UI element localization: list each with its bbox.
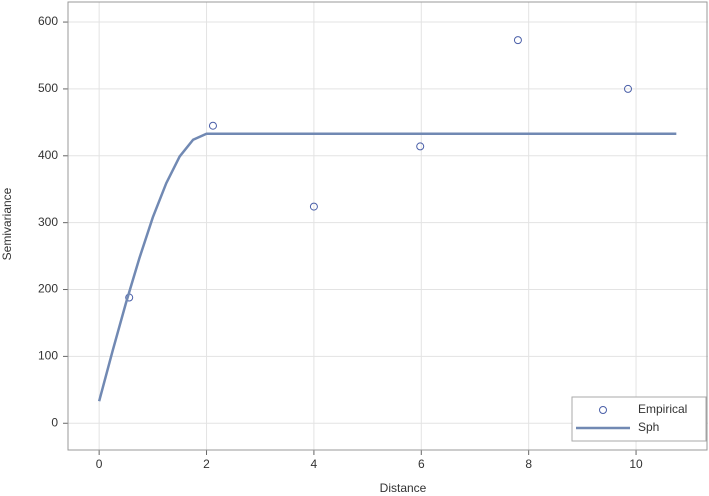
x-tick-label: 8 [525, 457, 532, 471]
x-tick-label: 10 [629, 457, 643, 471]
legend-label: Sph [638, 420, 659, 434]
point [624, 84, 632, 93]
x-axis-label: Distance [380, 481, 427, 495]
y-tick-label: 0 [51, 415, 58, 429]
model-line [97, 132, 677, 402]
point [309, 202, 318, 211]
legend-label: Empirical [638, 402, 687, 416]
y-tick-label: 100 [38, 349, 58, 363]
x-tick-label: 6 [418, 457, 425, 471]
plot-frame [67, 1, 708, 451]
legend-box [571, 396, 707, 442]
x-tick-label: 4 [311, 457, 318, 471]
y-tick-label: 300 [38, 215, 58, 229]
legend-symbol [599, 406, 607, 414]
y-axis-label: Semivariance [0, 187, 14, 260]
point [416, 142, 425, 151]
point [513, 36, 522, 45]
y-tick-label: 200 [38, 282, 58, 296]
x-tick-label: 0 [96, 457, 103, 471]
y-tick-label: 400 [38, 148, 58, 162]
x-tick-label: 2 [203, 457, 210, 471]
y-tick-label: 500 [38, 81, 58, 95]
point [208, 121, 217, 130]
y-tick-label: 600 [38, 14, 58, 28]
